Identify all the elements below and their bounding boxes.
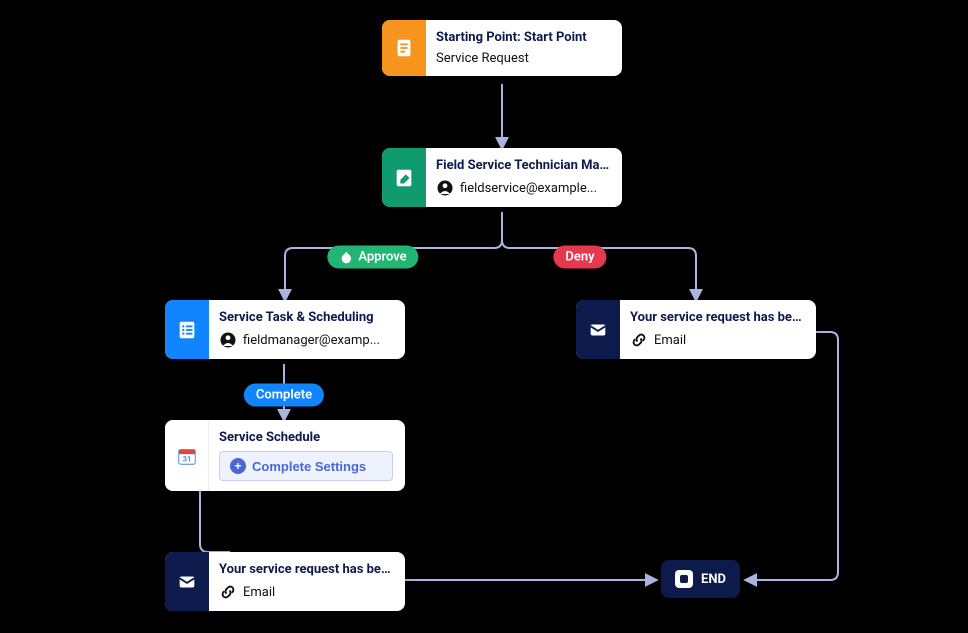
node-subtitle: Email: [654, 333, 686, 348]
calendar-icon: 31: [165, 420, 209, 491]
plus-icon: +: [230, 458, 246, 474]
node-title: Your service request has bee...: [219, 562, 393, 577]
envelope-icon: [165, 552, 209, 611]
node-schedule[interactable]: 31 Service Schedule + Complete Settings: [165, 420, 405, 491]
node-email-right[interactable]: Your service request has bee... Email: [576, 300, 816, 359]
node-task[interactable]: Service Task & Scheduling fieldmanager@e…: [165, 300, 405, 359]
envelope-icon: [576, 300, 620, 359]
node-subtitle: Service Request: [436, 51, 529, 66]
user-icon: [436, 179, 454, 197]
complete-pill[interactable]: Complete: [244, 384, 324, 407]
checklist-icon: [165, 300, 209, 359]
stop-icon: [675, 570, 693, 588]
complete-settings-button[interactable]: + Complete Settings: [219, 451, 393, 481]
node-title: Starting Point: Start Point: [436, 30, 610, 45]
node-title: Field Service Technician Man...: [436, 158, 610, 173]
link-icon: [630, 331, 648, 349]
form-edit-icon: [382, 148, 426, 207]
end-label: END: [701, 572, 726, 587]
deny-pill[interactable]: Deny: [553, 246, 606, 269]
approve-pill[interactable]: Approve: [327, 246, 418, 269]
node-subtitle: Email: [243, 585, 275, 600]
user-icon: [219, 331, 237, 349]
node-manager[interactable]: Field Service Technician Man... fieldser…: [382, 148, 622, 207]
node-title: Service Task & Scheduling: [219, 310, 393, 325]
document-icon: [382, 20, 426, 76]
link-icon: [219, 583, 237, 601]
svg-text:31: 31: [182, 454, 190, 463]
pill-label: Complete: [256, 388, 312, 403]
node-subtitle: fieldservice@example...: [460, 181, 597, 196]
edge-layer: [0, 0, 968, 633]
node-end[interactable]: END: [661, 560, 740, 598]
pill-label: Deny: [565, 250, 594, 265]
node-title: Your service request has bee...: [630, 310, 804, 325]
pill-label: Approve: [358, 250, 406, 265]
node-email-left[interactable]: Your service request has bee... Email: [165, 552, 405, 611]
node-start[interactable]: Starting Point: Start Point Service Requ…: [382, 20, 622, 76]
node-subtitle: fieldmanager@examp...: [243, 333, 380, 348]
action-label: Complete Settings: [252, 459, 366, 474]
node-title: Service Schedule: [219, 430, 393, 445]
